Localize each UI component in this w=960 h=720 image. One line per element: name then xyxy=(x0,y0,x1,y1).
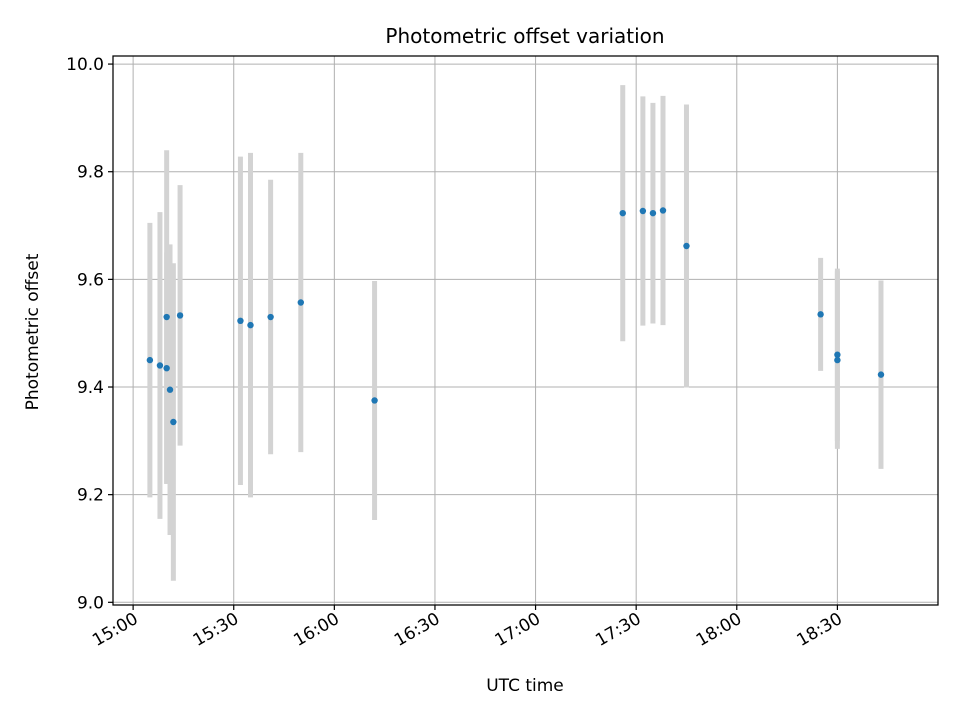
y-tick-label: 9.6 xyxy=(77,270,104,290)
y-tick-label: 10.0 xyxy=(66,55,104,75)
y-tick-label: 9.8 xyxy=(77,163,104,183)
chart-title: Photometric offset variation xyxy=(385,24,664,48)
y-tick-label: 9.0 xyxy=(77,593,104,613)
data-point xyxy=(163,364,170,372)
y-axis-ticks: 9.0 9.2 9.4 9.6 9.8 10.0 xyxy=(66,55,113,613)
data-point xyxy=(267,313,274,321)
data-point xyxy=(297,299,305,306)
data-point xyxy=(877,371,885,378)
data-point xyxy=(649,209,657,217)
y-axis-label: Photometric offset xyxy=(23,253,43,410)
data-point xyxy=(176,312,184,319)
data-point xyxy=(619,209,626,217)
data-point xyxy=(166,386,174,393)
data-point xyxy=(639,207,647,215)
data-point xyxy=(834,351,841,358)
data-point xyxy=(371,397,378,404)
plot-area-frame xyxy=(112,55,939,606)
data-point xyxy=(237,317,244,325)
y-tick-label: 9.4 xyxy=(77,378,104,398)
data-points xyxy=(146,207,885,426)
data-point xyxy=(834,356,841,364)
data-point xyxy=(170,418,177,426)
x-axis-label: UTC time xyxy=(486,676,564,696)
data-point xyxy=(817,311,824,318)
y-tick-label: 9.2 xyxy=(77,486,104,506)
data-point xyxy=(163,313,170,321)
data-point xyxy=(247,321,254,329)
data-point xyxy=(659,207,667,214)
data-point xyxy=(683,242,690,250)
data-point xyxy=(156,362,164,369)
data-point xyxy=(146,356,154,364)
